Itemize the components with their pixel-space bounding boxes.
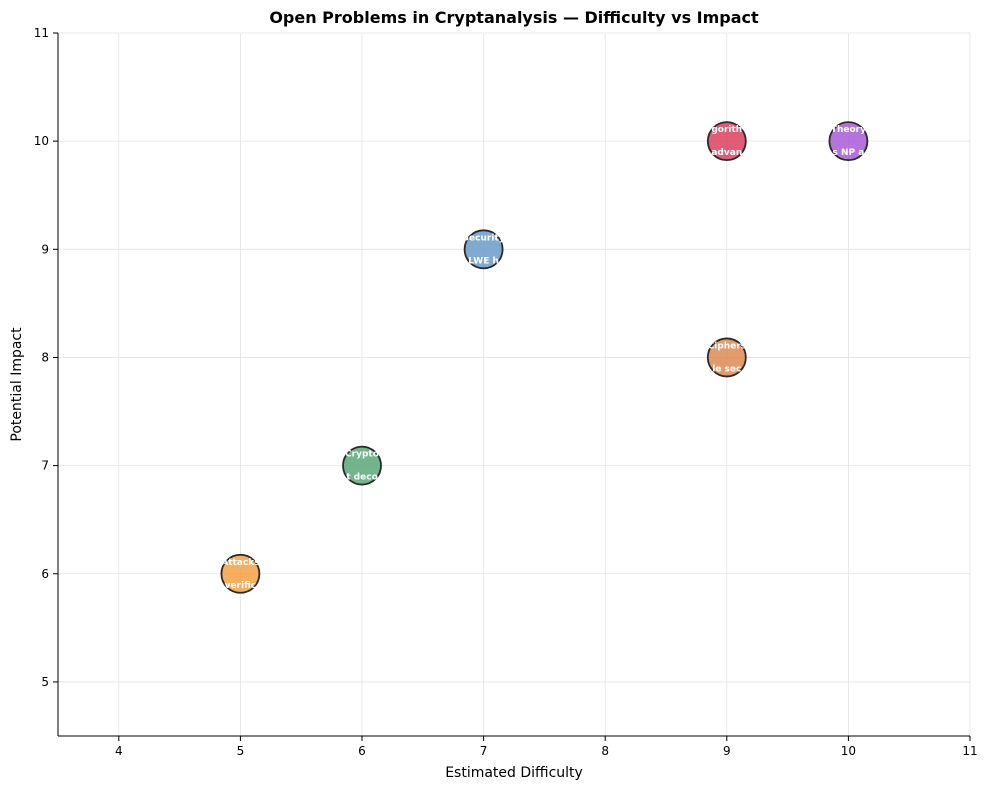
y-tick-label: 7 [41,459,49,473]
data-point: gorith advan [706,121,747,162]
point-bubble [342,445,382,486]
x-tick-label: 9 [723,744,731,758]
point-bubble [828,121,869,162]
point-label-bottom: t deco [346,473,378,483]
y-tick-label: 5 [41,675,49,689]
point-bubble [220,553,261,594]
data-points: Attacks verific Crypto t deco Security LWE h C… [220,121,869,594]
x-tick-label: 6 [358,744,366,758]
data-point: Theory s NP a [828,121,869,162]
x-tick-label: 8 [601,744,609,758]
point-label-bottom: s NP a [832,148,864,158]
axes-spines [57,33,970,737]
axis-ticks: 4 5 6 7 8 9 10 11 5 6 7 8 9 10 11 [34,26,978,758]
y-tick-label: 11 [34,26,49,40]
x-axis-label: Estimated Difficulty [445,765,583,781]
point-label-top: Ciphers [708,341,746,351]
point-label-bottom: LWE h [468,256,499,266]
point-label-bottom: verific [225,581,257,591]
point-label-top: gorith [711,125,742,135]
point-bubble [706,337,747,378]
point-bubble [706,121,747,162]
data-point: Ciphers le sec [706,337,747,378]
point-label-bottom: advan [711,148,742,158]
x-tick-label: 10 [841,744,856,758]
point-label-top: Crypto [345,450,379,460]
y-tick-label: 6 [41,567,49,581]
point-label-bottom: le sec [712,364,741,374]
data-point: Security LWE h [463,229,505,270]
x-tick-label: 4 [115,744,123,758]
y-tick-label: 10 [34,134,49,148]
point-label-top: Theory [831,125,866,135]
point-bubble [463,229,504,270]
x-tick-label: 11 [962,744,977,758]
x-tick-label: 7 [480,744,488,758]
chart-title: Open Problems in Cryptanalysis — Difficu… [269,8,759,27]
data-point: Attacks verific [220,553,261,594]
point-label-top: Security [463,233,505,243]
x-tick-label: 5 [237,744,245,758]
point-label-top: Attacks [221,558,259,568]
y-axis-label: Potential Impact [9,327,25,442]
y-tick-label: 9 [41,242,49,256]
y-tick-label: 8 [41,350,49,364]
data-point: Crypto t deco [342,445,382,486]
